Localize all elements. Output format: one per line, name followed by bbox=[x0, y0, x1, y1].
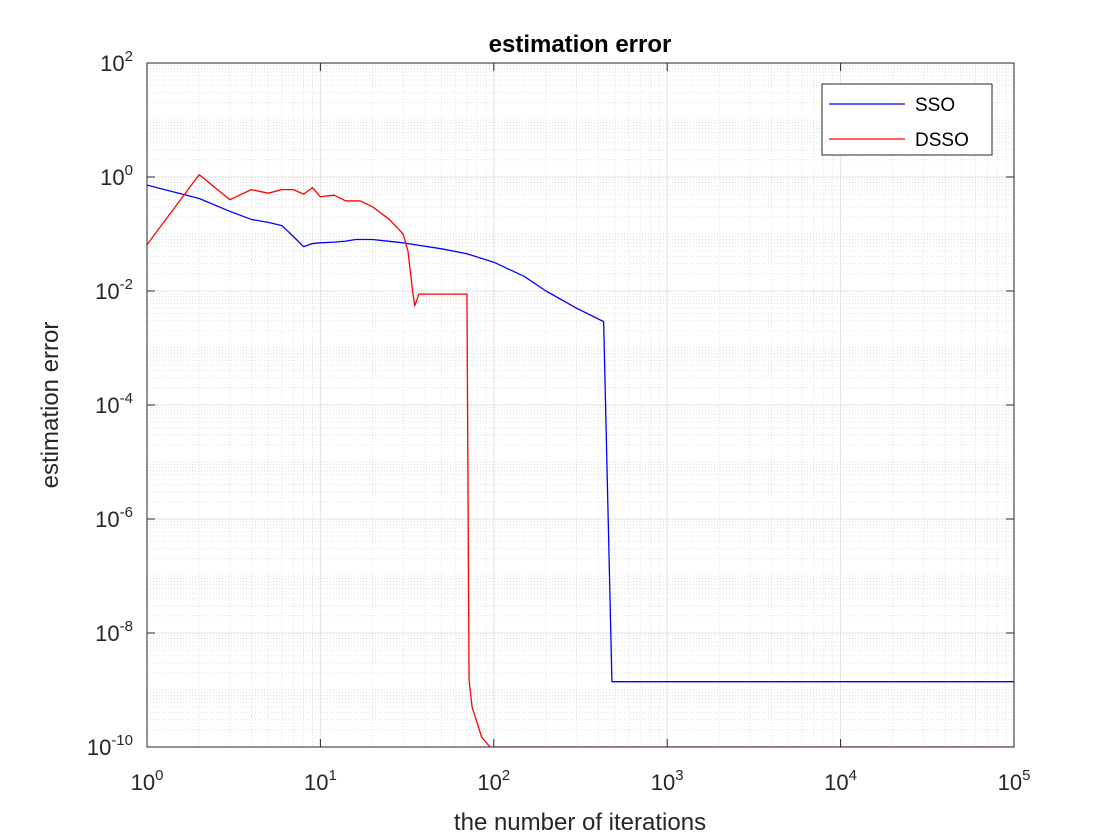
legend-label-sso: SSO bbox=[915, 95, 955, 116]
y-tick-labels: 10-10 10-8 10-6 10-4 10-2 100 102 bbox=[87, 48, 133, 760]
y-tick-label: 10-2 bbox=[95, 276, 133, 304]
legend-box bbox=[821, 83, 993, 156]
y-tick-label: 10-4 bbox=[95, 390, 133, 418]
x-tick-label: 104 bbox=[824, 767, 857, 795]
y-tick-label: 10-6 bbox=[95, 504, 133, 532]
x-tick-label: 102 bbox=[477, 767, 510, 795]
legend-label-dsso: DSSO bbox=[915, 130, 969, 151]
y-tick-label: 10-8 bbox=[95, 618, 133, 646]
x-tick-labels: 100 101 102 103 104 105 bbox=[131, 767, 1031, 795]
x-tick-label: 105 bbox=[998, 767, 1031, 795]
y-axis-label: estimation error bbox=[37, 322, 64, 489]
y-tick-label: 10-10 bbox=[87, 732, 133, 760]
series-layer bbox=[147, 173, 1014, 747]
legend: SSO DSSO bbox=[821, 83, 993, 156]
x-axis-label: the number of iterations bbox=[454, 809, 706, 836]
x-tick-label: 101 bbox=[304, 767, 337, 795]
x-tick-label: 103 bbox=[651, 767, 684, 795]
x-tick-label: 100 bbox=[131, 767, 164, 795]
tick-marks bbox=[146, 62, 1015, 748]
chart-title: estimation error bbox=[489, 31, 672, 58]
y-tick-label: 102 bbox=[100, 48, 133, 76]
series-line-sso bbox=[147, 184, 1014, 683]
series-line-dsso bbox=[147, 173, 1014, 747]
y-tick-label: 100 bbox=[100, 162, 133, 190]
